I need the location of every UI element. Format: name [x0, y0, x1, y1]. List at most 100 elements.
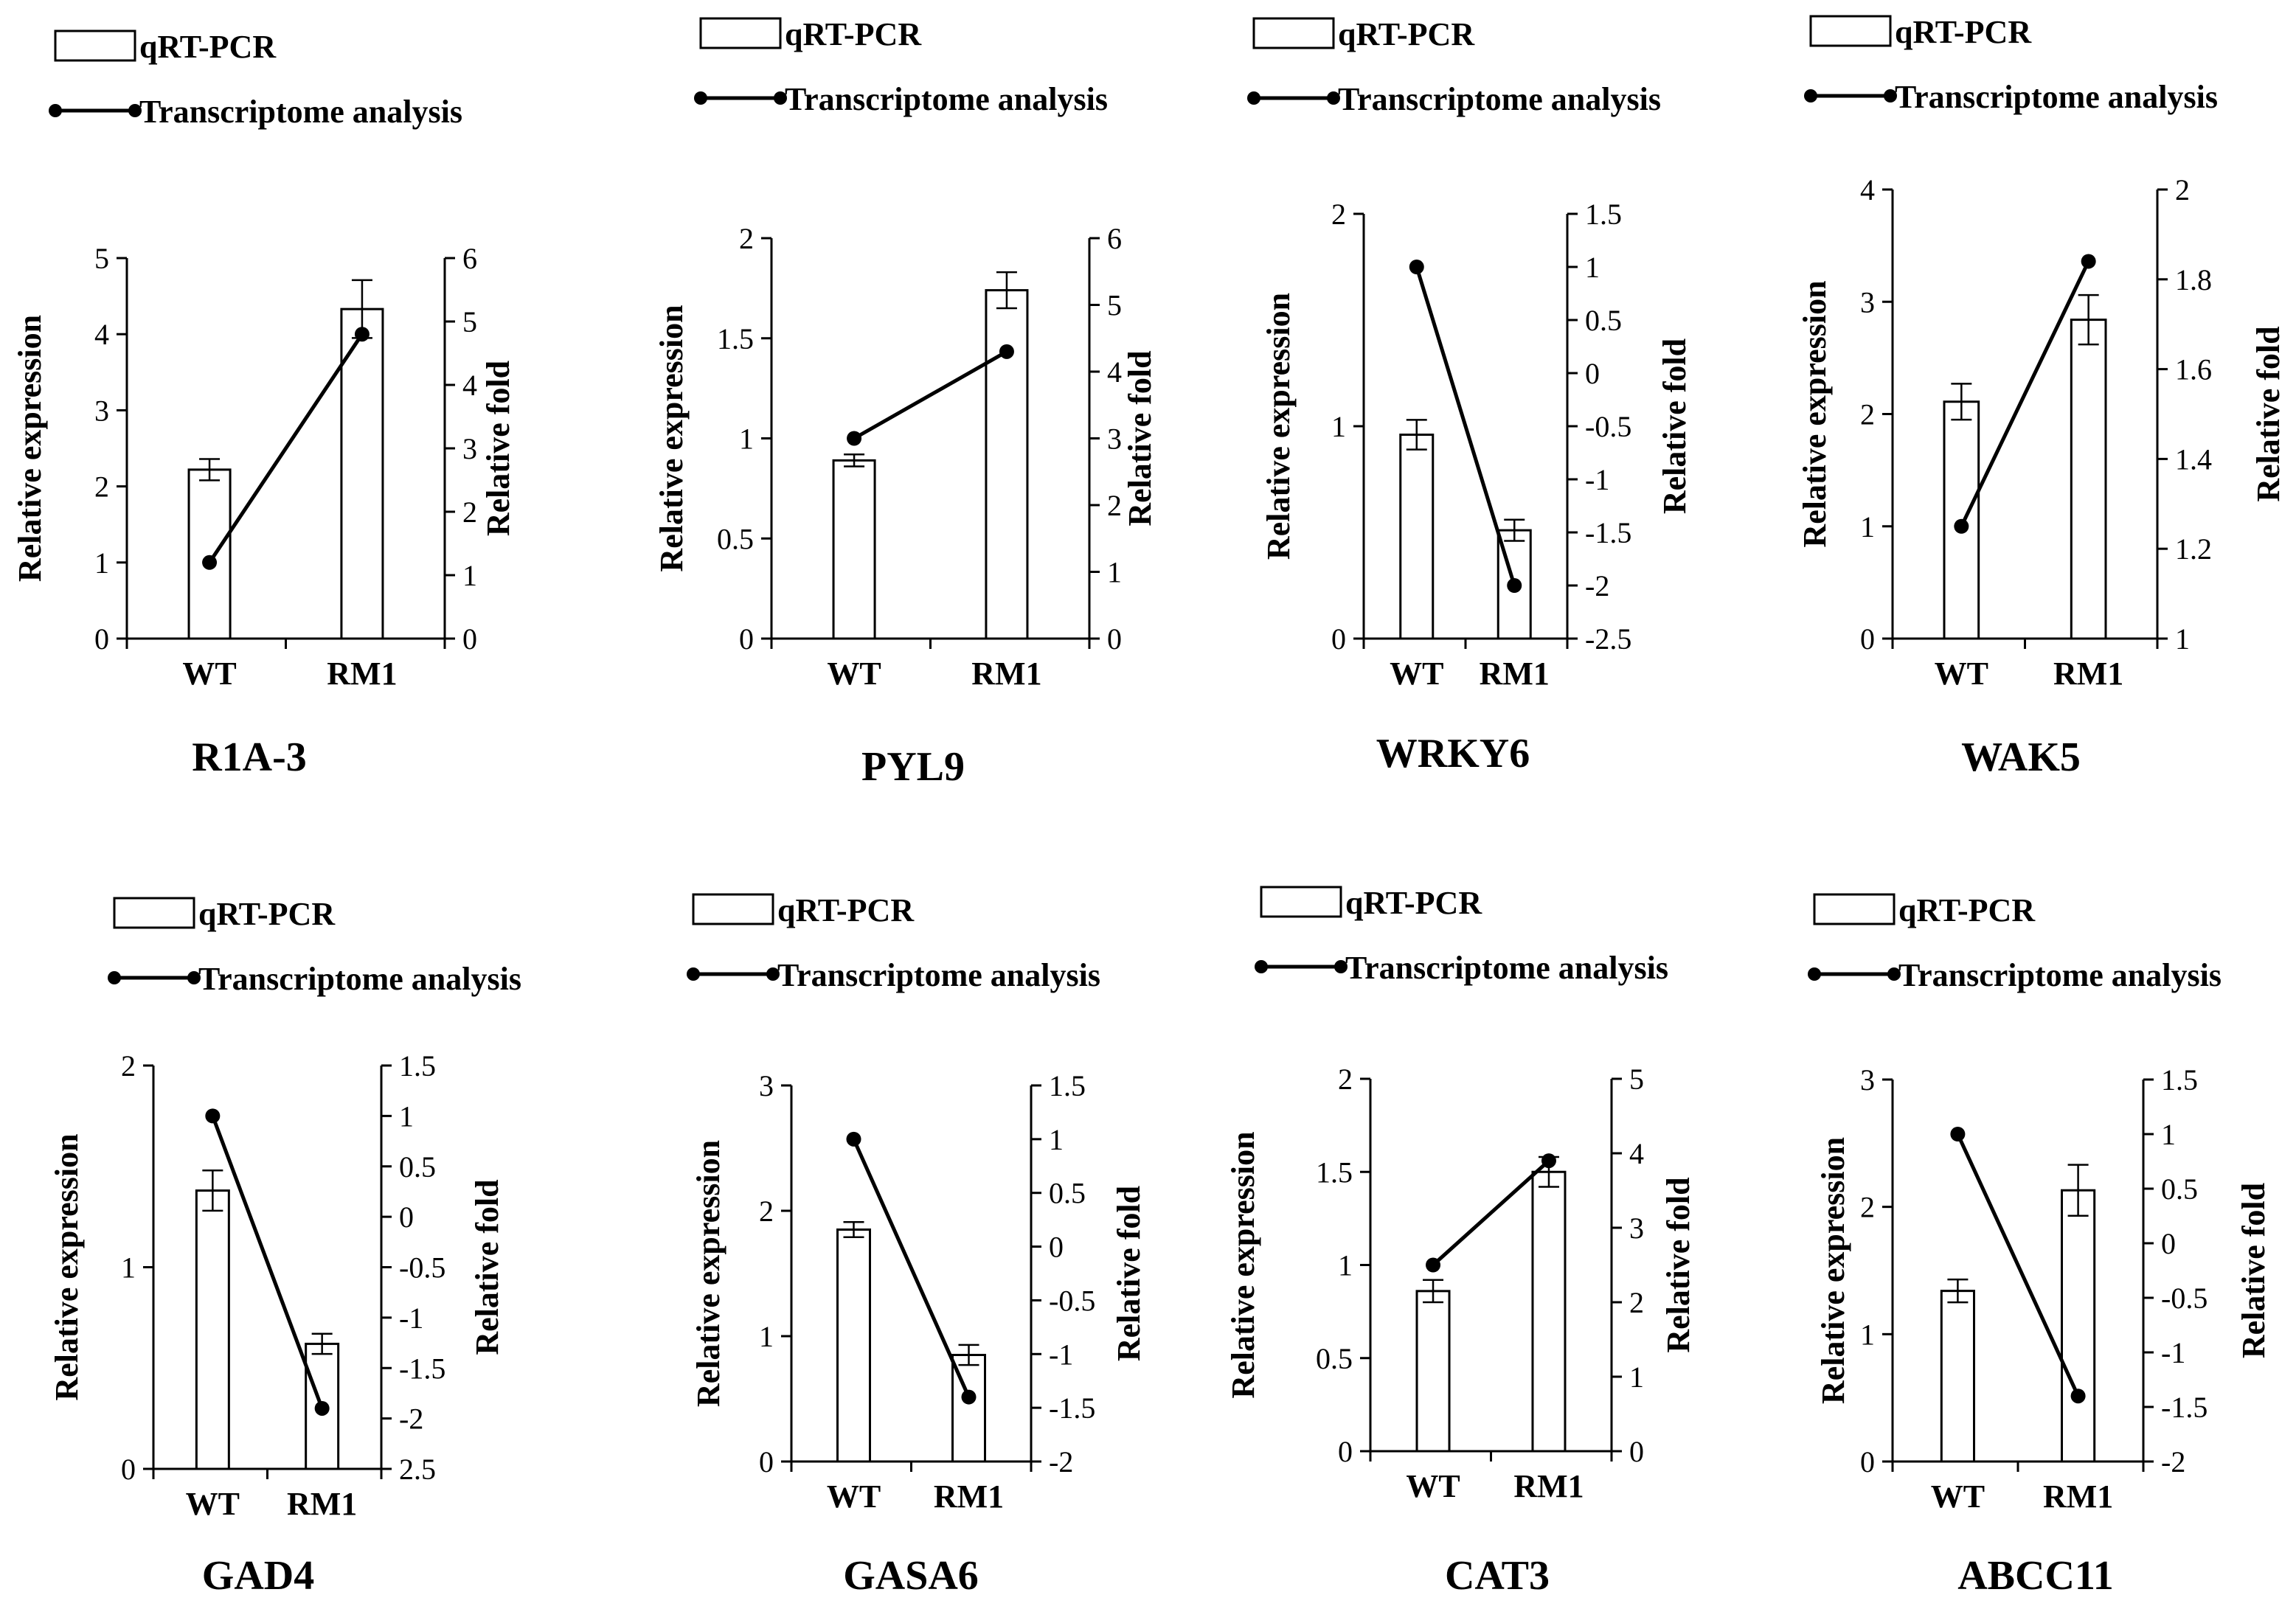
- chart-panel-cat3: qRT-PCR Transcriptome analysis 0 0.5 1 1.5 2 0 1…: [1225, 885, 1696, 1599]
- chart-panel-gasa6: qRT-PCR Transcriptome analysis 0 1 2 3 -2 -1.5 -…: [687, 892, 1147, 1599]
- bar-rm1: [985, 289, 1029, 640]
- y2-tick-label: 0.5: [1049, 1177, 1086, 1210]
- y-tick-label: 0: [759, 1445, 774, 1478]
- x-tick-label: WT: [827, 656, 881, 692]
- y2-tick-label: 1: [2161, 1118, 2176, 1151]
- y2-tick-label: -1.5: [1049, 1391, 1095, 1425]
- y-tick-label: 2: [1860, 1191, 1875, 1224]
- transcriptome-point-rm1: [1541, 1153, 1556, 1169]
- y2-tick-label: -1: [399, 1301, 423, 1335]
- y-tick-label: 2: [121, 1049, 136, 1082]
- y-tick-label: 1: [759, 1320, 774, 1353]
- transcriptome-point-rm1: [2081, 254, 2096, 269]
- legend: qRT-PCR Transcriptome analysis: [1808, 892, 2222, 993]
- y2-tick-label: 3: [462, 432, 477, 465]
- y2-tick-label: 3: [1629, 1212, 1644, 1245]
- y-tick-label: 2: [739, 222, 754, 255]
- y2-tick-label: 0: [1107, 622, 1122, 656]
- y-tick-label: 5: [94, 242, 109, 275]
- bar-wt: [195, 1189, 230, 1470]
- legend-bar-label: qRT-PCR: [139, 29, 277, 65]
- transcriptome-point-wt: [1950, 1127, 1966, 1141]
- y-tick-label: 0: [1860, 622, 1875, 656]
- y-tick-label: 2: [1338, 1063, 1353, 1096]
- y-tick-label: 4: [94, 318, 109, 351]
- legend: qRT-PCR Transcriptome analysis: [1255, 885, 1668, 986]
- chart-panel-pyl9: qRT-PCR Transcriptome analysis 0 0.5 1 1.5 2 0 1…: [653, 16, 1158, 790]
- y2-tick-label: -1: [1049, 1338, 1073, 1371]
- y2-tick-label: 2: [1107, 489, 1122, 522]
- y-tick-label: 2: [759, 1195, 774, 1228]
- legend-bar-swatch: [699, 17, 782, 49]
- y-tick-label: 0: [739, 622, 754, 656]
- gene-title: R1A-3: [192, 734, 307, 780]
- y2-tick-label: 2: [462, 496, 477, 529]
- y2-tick-label: -2.5: [1585, 622, 1631, 656]
- x-tick-label: WT: [1931, 1478, 1985, 1515]
- y2-tick-label: 0.5: [2161, 1172, 2198, 1206]
- x-tick-label: RM1: [1513, 1468, 1584, 1504]
- bar-wt: [1940, 1290, 1976, 1463]
- y-tick-label: 1.5: [717, 322, 754, 355]
- y-tick-label: 2: [1331, 198, 1346, 231]
- legend-line-marker: [1247, 91, 1260, 105]
- legend-line-label: Transcriptome analysis: [139, 94, 462, 130]
- transcriptome-point-rm1: [2070, 1389, 2086, 1404]
- y2-axis-title: Relative fold: [469, 1179, 505, 1355]
- y-tick-label: 2: [94, 470, 109, 504]
- transcriptome-point-wt: [205, 1108, 221, 1124]
- y-tick-label: 1: [1860, 510, 1875, 543]
- gene-title: PYL9: [861, 744, 965, 790]
- y-tick-label: 3: [1860, 1063, 1875, 1097]
- bar-rm1: [340, 307, 384, 640]
- chart-panel-abcc11: qRT-PCR Transcriptome analysis 0 1 2 3 -2 -1.5 -…: [1808, 892, 2272, 1599]
- legend-bar-label: qRT-PCR: [198, 896, 336, 932]
- legend-bar-label: qRT-PCR: [1895, 14, 2032, 50]
- transcriptome-point-rm1: [1507, 578, 1522, 593]
- y-tick-label: 3: [94, 394, 109, 427]
- y2-tick-label: 1: [1049, 1123, 1064, 1156]
- x-tick-label: WT: [1935, 656, 1988, 692]
- y2-tick-label: 0: [1629, 1435, 1644, 1468]
- legend: qRT-PCR Transcriptome analysis: [694, 16, 1108, 117]
- legend-bar-swatch: [1260, 886, 1342, 918]
- legend-line-marker: [687, 967, 700, 981]
- transcriptome-point-wt: [1426, 1257, 1441, 1273]
- y2-tick-label: 1: [399, 1099, 414, 1133]
- y-tick-label: 1: [1338, 1249, 1353, 1282]
- y2-tick-label: -1: [1585, 463, 1609, 496]
- x-tick-label: RM1: [934, 1478, 1004, 1515]
- y2-tick-label: 1.5: [399, 1049, 436, 1082]
- legend: qRT-PCR Transcriptome analysis: [687, 892, 1100, 993]
- transcriptome-line: [1960, 260, 2090, 527]
- legend-bar-label: qRT-PCR: [1345, 885, 1482, 921]
- legend-bar-label: qRT-PCR: [1898, 892, 2036, 928]
- legend: qRT-PCR Transcriptome analysis: [1247, 16, 1661, 117]
- chart-panel-gad4: qRT-PCR Transcriptome analysis 0 1 2 2.5 -2 -1.…: [49, 896, 521, 1599]
- y-tick-label: 3: [1860, 285, 1875, 319]
- transcriptome-point-rm1: [314, 1400, 330, 1416]
- y2-tick-label: -0.5: [399, 1251, 445, 1285]
- y2-tick-label: 5: [1629, 1063, 1644, 1096]
- legend-line-label: Transcriptome analysis: [1345, 950, 1668, 986]
- y2-tick-label: -2: [2161, 1445, 2185, 1478]
- gene-title: ABCC11: [1957, 1553, 2114, 1599]
- legend-line-marker: [1808, 967, 1821, 981]
- y2-tick-label: 1: [462, 559, 477, 592]
- y-tick-label: 1: [1331, 410, 1346, 443]
- y-tick-label: 0: [94, 622, 109, 656]
- legend-line-label: Transcriptome analysis: [777, 957, 1100, 993]
- legend-bar-swatch: [54, 29, 136, 62]
- y-tick-label: 0: [1338, 1435, 1353, 1468]
- legend-line-label: Transcriptome analysis: [785, 81, 1108, 117]
- transcriptome-point-rm1: [354, 327, 370, 342]
- y-tick-label: 1: [94, 546, 109, 580]
- legend-bar-label: qRT-PCR: [785, 16, 922, 52]
- transcriptome-line: [1956, 1133, 2080, 1397]
- y2-tick-label: 1.4: [2175, 442, 2212, 476]
- legend-bar-swatch: [692, 893, 774, 925]
- bar-wt: [1415, 1290, 1451, 1453]
- gene-title: CAT3: [1445, 1553, 1550, 1599]
- y-tick-label: 2: [1860, 398, 1875, 431]
